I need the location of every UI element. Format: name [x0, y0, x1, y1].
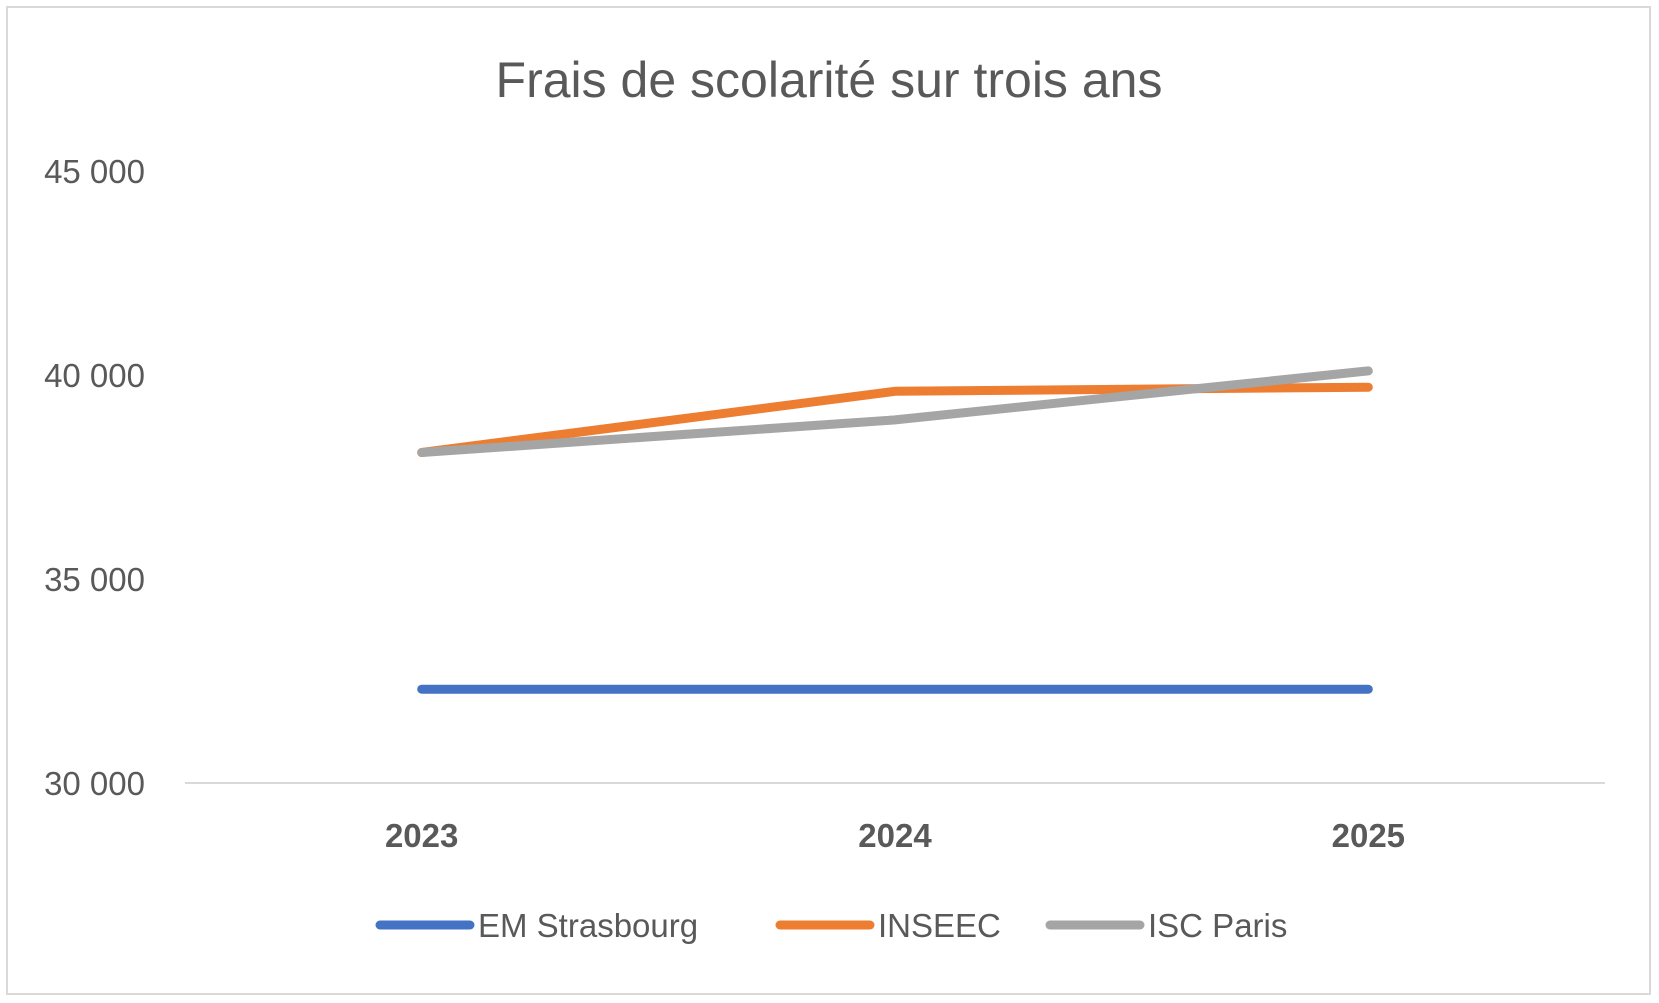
- data-point: [1367, 386, 1369, 388]
- legend-label: ISC Paris: [1148, 907, 1287, 944]
- x-tick-label: 2024: [858, 817, 932, 854]
- x-tick-label: 2025: [1332, 817, 1405, 854]
- chart-frame: [6, 6, 1651, 995]
- series-line-isc-paris: [417, 366, 1373, 457]
- y-axis: 30 000 35 000 40 000 45 000: [44, 153, 145, 802]
- data-point: [1367, 370, 1369, 372]
- legend: EM Strasbourg INSEEC ISC Paris: [375, 907, 1287, 944]
- data-point: [421, 688, 423, 690]
- y-tick-label: 40 000: [44, 357, 145, 394]
- chart-title: Frais de scolarité sur trois ans: [496, 52, 1163, 108]
- x-axis: 2023 2024 2025: [385, 817, 1405, 854]
- y-tick-label: 35 000: [44, 561, 145, 598]
- data-point: [894, 688, 896, 690]
- y-tick-label: 45 000: [44, 153, 145, 190]
- data-point: [421, 452, 423, 454]
- y-tick-label: 30 000: [44, 765, 145, 802]
- series-lines: [417, 366, 1373, 694]
- legend-label: EM Strasbourg: [478, 907, 698, 944]
- data-point: [894, 390, 896, 392]
- data-point: [894, 419, 896, 421]
- x-tick-label: 2023: [385, 817, 458, 854]
- legend-label: INSEEC: [878, 907, 1001, 944]
- data-point: [1367, 688, 1369, 690]
